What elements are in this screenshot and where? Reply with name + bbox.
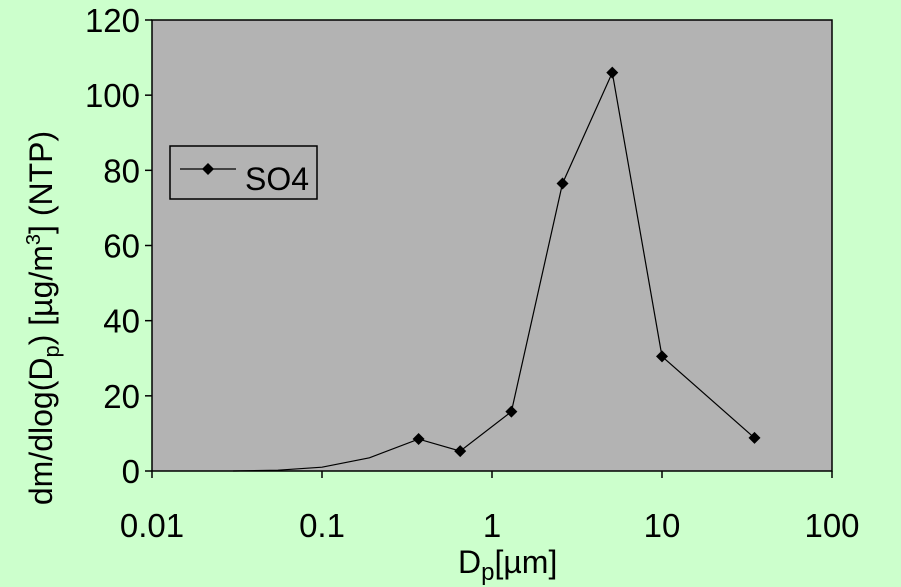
y-axis-title-pre: dm/dlog(D <box>23 358 59 506</box>
x-tick-label: 1 <box>483 507 501 544</box>
x-axis-ticks: 0.01 0.1 1 10 100 <box>120 471 860 544</box>
data-point <box>606 66 619 79</box>
x-axis-title-sub: p <box>481 559 494 586</box>
data-point <box>748 431 761 444</box>
data-point <box>412 433 425 446</box>
y-tick-label: 120 <box>85 2 140 39</box>
x-axis-title-rest: [µm] <box>494 544 557 580</box>
legend: SO4 <box>169 145 318 200</box>
x-tick-label: 10 <box>644 507 681 544</box>
legend-label: SO4 <box>245 161 309 197</box>
y-axis-title-sub: p <box>39 345 64 357</box>
data-point <box>656 350 668 363</box>
legend-box <box>169 145 318 200</box>
y-axis-title-sup: 3 <box>23 234 45 245</box>
data-point <box>556 177 569 190</box>
y-axis-title-post: ] (NTP) <box>23 131 59 234</box>
x-tick-label: 0.01 <box>120 507 184 544</box>
x-axis-title: Dp[µm] <box>458 544 557 586</box>
y-tick-label: 80 <box>103 152 140 189</box>
x-tick-label: 0.1 <box>299 507 345 544</box>
y-tick-label: 60 <box>103 228 140 265</box>
y-axis-title: dm/dlog(Dp) [µg/m3] (NTP) <box>23 131 64 505</box>
y-tick-label: 20 <box>103 378 140 415</box>
data-point <box>505 405 518 418</box>
y-tick-label: 40 <box>103 303 140 340</box>
y-axis-title-mid: ) [µg/m <box>23 245 59 345</box>
y-tick-label: 100 <box>85 77 140 114</box>
plot-area <box>151 19 833 472</box>
data-point <box>454 445 467 458</box>
x-tick-label: 100 <box>804 507 859 544</box>
series-layer <box>233 66 761 472</box>
y-tick-label: 0 <box>122 453 140 490</box>
x-axis-title-main: D <box>458 544 481 580</box>
y-axis-ticks: 0 20 40 60 80 100 120 <box>85 2 152 490</box>
legend-marker <box>202 163 214 175</box>
